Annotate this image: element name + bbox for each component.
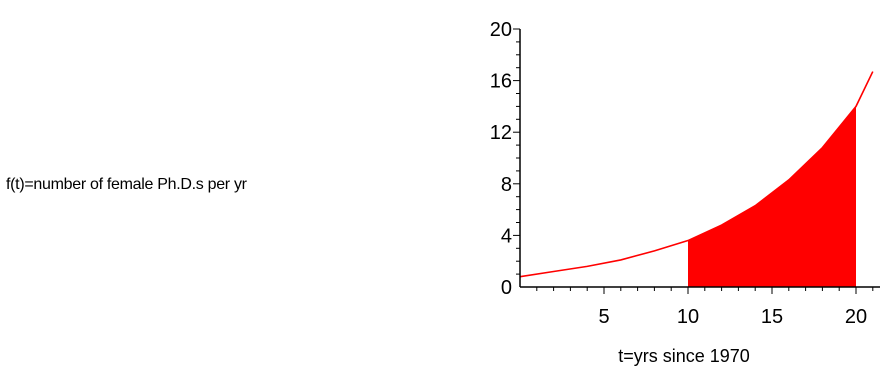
y-tick-label: 20 <box>490 19 512 41</box>
shaded-area <box>688 106 856 288</box>
y-axis-label: f(t)=number of female Ph.D.s per yr <box>6 176 247 193</box>
x-tick-label: 10 <box>677 306 699 328</box>
y-tick-label: 12 <box>490 122 512 144</box>
x-tick-label: 15 <box>761 306 783 328</box>
y-tick-label: 16 <box>490 71 512 93</box>
x-axis-label: t=yrs since 1970 <box>618 346 750 366</box>
curve <box>519 71 874 278</box>
y-tick-label: 4 <box>501 225 512 247</box>
y-tick-label: 0 <box>501 277 512 299</box>
plot-area: 5 10 15 20 0 4 8 12 16 20 t=yrs since 1970 <box>490 19 880 366</box>
x-tick-label: 20 <box>845 306 867 328</box>
y-tick-label: 8 <box>501 174 512 196</box>
x-tick-label: 5 <box>598 306 609 328</box>
